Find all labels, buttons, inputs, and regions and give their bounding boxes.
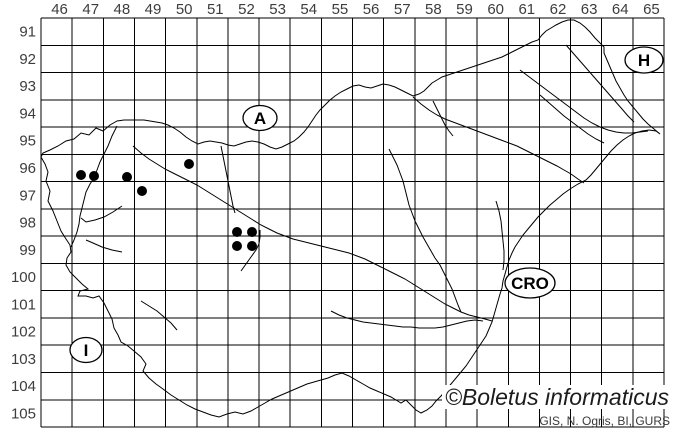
- occurrence-dot-52-98: [232, 227, 242, 237]
- river-line: [388, 148, 462, 313]
- occurrence-dot-47-96: [89, 171, 99, 181]
- river-line: [519, 69, 649, 134]
- col-label-51: 51: [207, 1, 224, 18]
- row-label-101: 101: [11, 296, 36, 313]
- occurrence-dot-47-96: [76, 170, 86, 180]
- col-label-46: 46: [51, 1, 68, 18]
- country-outline-layer: [40, 19, 661, 418]
- col-label-64: 64: [612, 1, 629, 18]
- row-label-98: 98: [19, 215, 36, 232]
- occurrence-dot-50-96: [184, 159, 194, 169]
- occurrence-dot-52-99: [232, 241, 242, 251]
- river-line: [140, 300, 178, 331]
- country-label-austria: A: [254, 109, 266, 128]
- watermark-text: ©Boletus informaticus: [441, 385, 672, 409]
- row-label-91: 91: [19, 24, 36, 41]
- river-line: [412, 96, 585, 184]
- axis-labels-layer: 46 47 48 49 50 51 52 53 54 55 56 57 58 59 60 61 62 63 64 65…: [11, 1, 660, 422]
- row-label-96: 96: [19, 160, 36, 177]
- row-label-95: 95: [19, 133, 36, 150]
- occurrence-dots-layer: [76, 159, 257, 251]
- occurrence-dot-49-97: [137, 186, 147, 196]
- col-label-54: 54: [300, 1, 317, 18]
- grid-layer: [40, 17, 665, 428]
- col-label-61: 61: [518, 1, 535, 18]
- col-label-49: 49: [145, 1, 162, 18]
- col-label-62: 62: [550, 1, 567, 18]
- col-label-55: 55: [332, 1, 349, 18]
- river-line: [132, 145, 493, 322]
- col-label-47: 47: [82, 1, 99, 18]
- occurrence-dot-52-99: [247, 241, 257, 251]
- col-label-56: 56: [363, 1, 380, 18]
- row-label-93: 93: [19, 78, 36, 95]
- col-label-52: 52: [238, 1, 255, 18]
- river-line: [565, 44, 635, 123]
- river-line: [330, 310, 484, 329]
- row-label-94: 94: [19, 105, 36, 122]
- river-line: [70, 125, 118, 248]
- river-line: [432, 100, 454, 137]
- row-label-102: 102: [11, 324, 36, 341]
- river-line: [80, 205, 123, 223]
- river-line: [495, 200, 505, 271]
- col-label-48: 48: [114, 1, 131, 18]
- country-label-croatia: CRO: [511, 274, 549, 293]
- country-labels-layer: A H CRO I: [69, 46, 664, 364]
- col-label-53: 53: [269, 1, 286, 18]
- country-ellipse-hungary: [624, 46, 664, 74]
- col-label-63: 63: [581, 1, 598, 18]
- col-label-58: 58: [425, 1, 442, 18]
- country-border: [40, 19, 661, 418]
- col-label-59: 59: [456, 1, 473, 18]
- row-label-100: 100: [11, 269, 36, 286]
- river-line: [240, 230, 261, 272]
- row-label-92: 92: [19, 51, 36, 68]
- row-label-99: 99: [19, 242, 36, 259]
- river-line: [539, 94, 605, 144]
- occurrence-dot-52-98: [247, 227, 257, 237]
- occurrence-dot-48-96: [122, 172, 132, 182]
- country-label-italy: I: [84, 341, 89, 360]
- country-label-hungary: H: [638, 51, 650, 70]
- attribution-text: GIS, N. Ogris, BI, GURS: [539, 414, 670, 428]
- col-label-65: 65: [643, 1, 660, 18]
- river-line: [85, 239, 123, 253]
- country-ellipse-italy: [69, 336, 103, 364]
- row-label-105: 105: [11, 405, 36, 422]
- col-label-57: 57: [394, 1, 411, 18]
- country-ellipse-austria: [242, 104, 278, 132]
- country-ellipse-croatia: [504, 267, 556, 299]
- row-label-104: 104: [11, 378, 36, 395]
- row-label-97: 97: [19, 187, 36, 204]
- row-label-103: 103: [11, 351, 36, 368]
- col-label-50: 50: [176, 1, 193, 18]
- col-label-60: 60: [487, 1, 504, 18]
